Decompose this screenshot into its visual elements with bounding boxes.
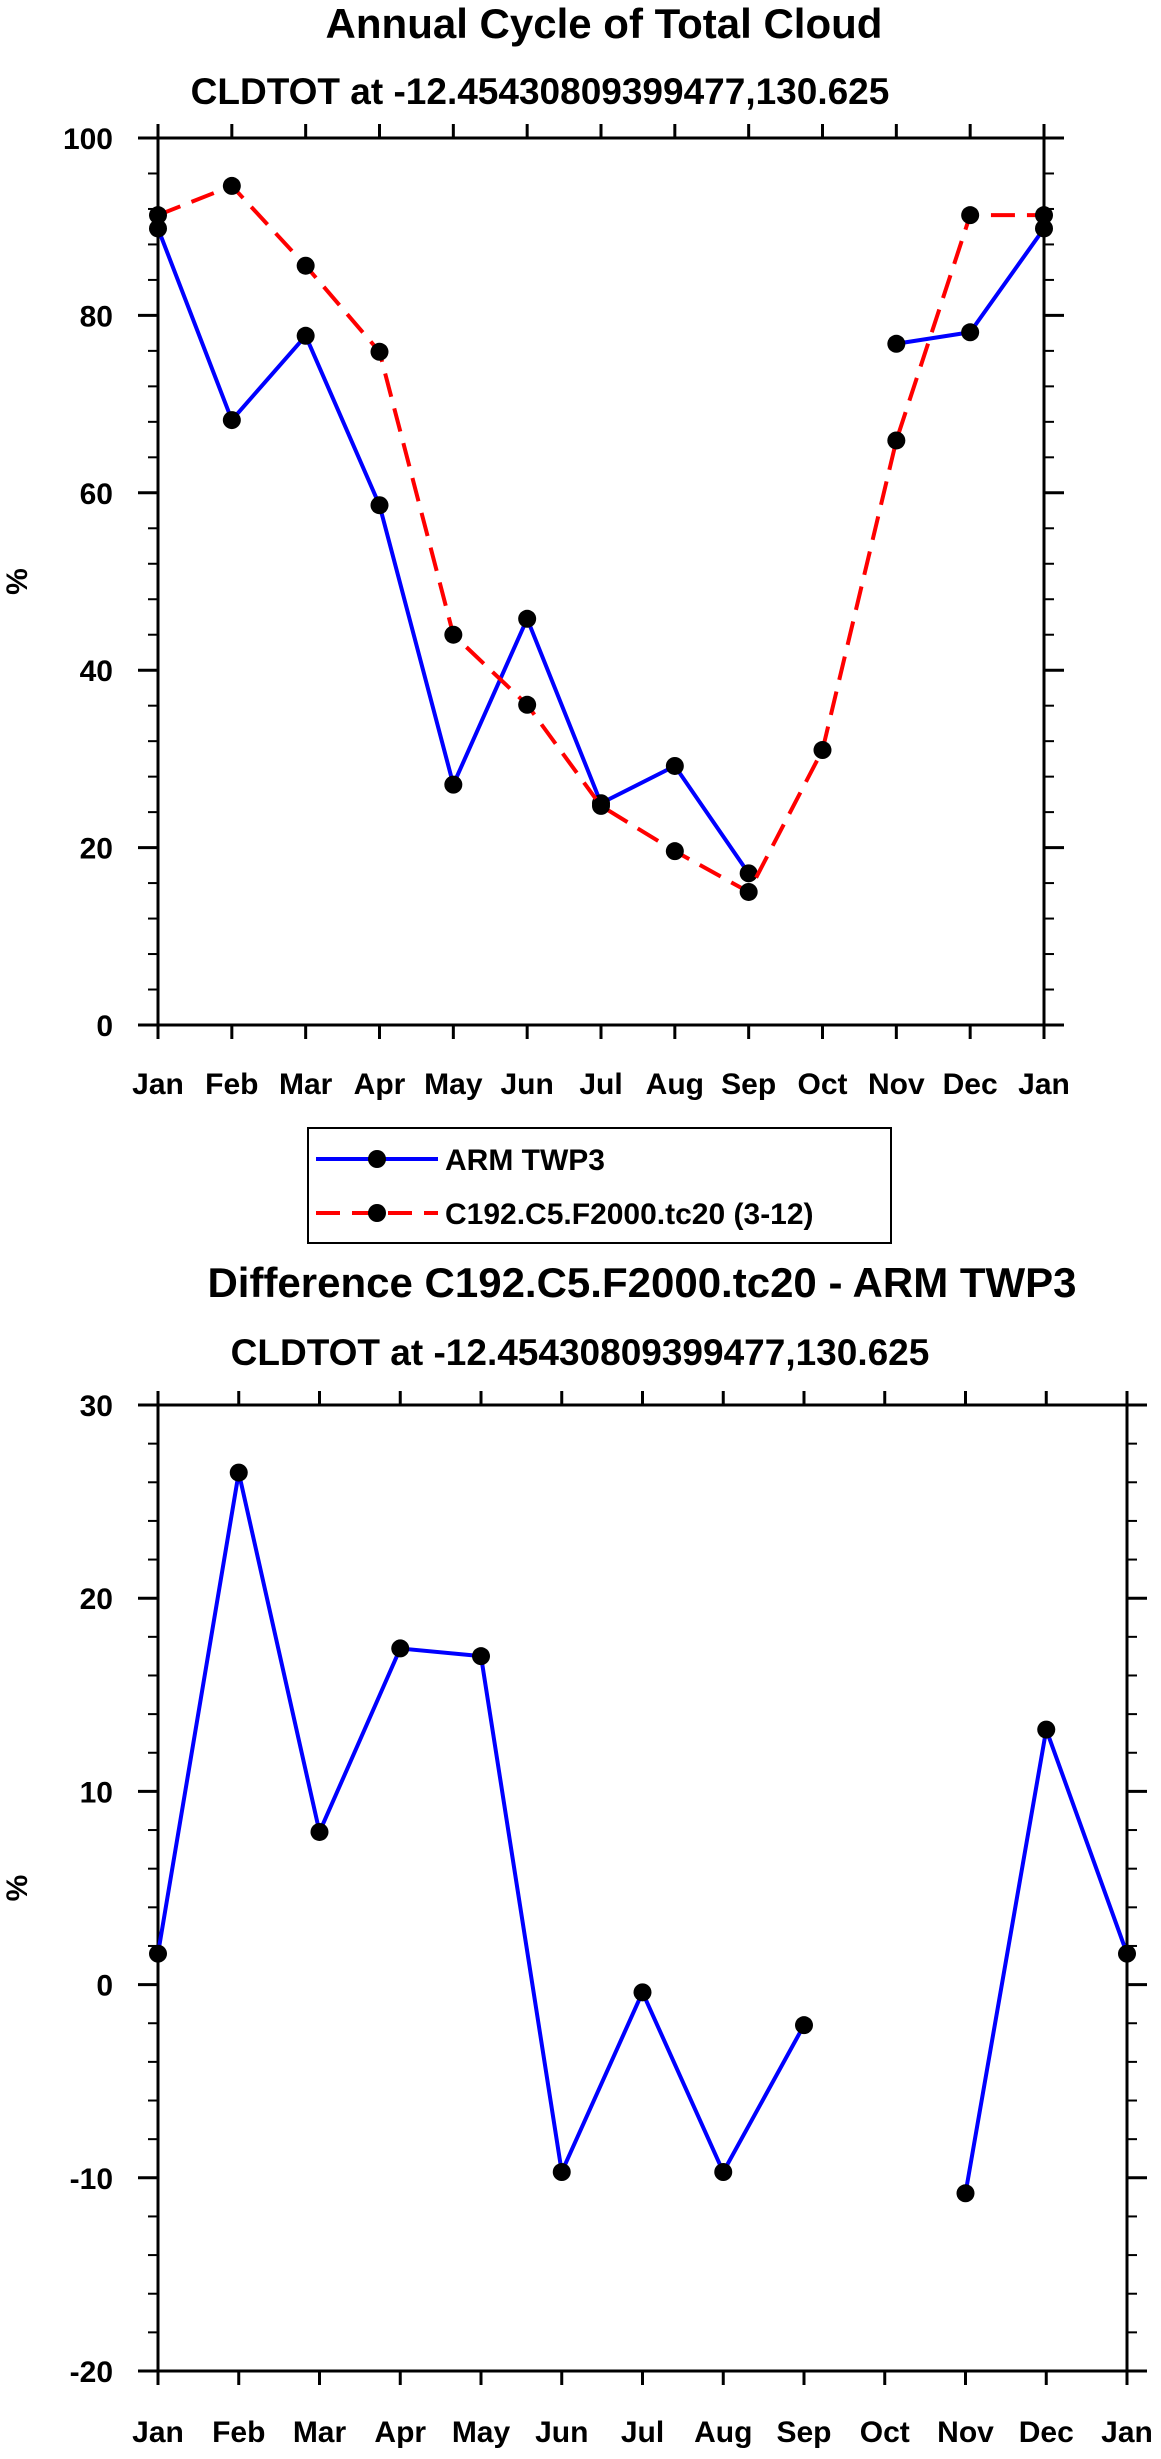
data-point [1037,1720,1056,1739]
data-point [391,1639,410,1658]
plot-frame [156,1403,1129,2373]
x-tick-label: Jul [579,1068,622,1101]
data-point [956,2184,975,2203]
y-tick-label: -10 [70,2163,113,2196]
chart-title: Difference C192.C5.F2000.tc20 - ARM TWP3 [207,1259,1076,1306]
data-point [444,625,463,644]
data-point [739,882,758,901]
data-point [222,176,241,195]
legend: ARM TWP3 C192.C5.F2000.tc20 (3-12) [307,1127,892,1244]
x-tick-label: Feb [205,1068,258,1101]
chart-subtitle: CLDTOT at -12.45430809399477,130.625 [231,1332,930,1373]
x-tick-label: May [452,2416,511,2449]
data-point [296,256,315,275]
legend-marker [368,1204,386,1222]
x-tick-label: May [424,1068,483,1101]
data-point [961,206,980,225]
data-point [592,796,610,815]
x-tick-label: Jun [500,1068,553,1101]
data-point [518,609,537,628]
data-point [961,323,980,342]
legend-box [307,1127,892,1244]
x-tick-label: Sep [721,1068,776,1101]
x-tick-label: Oct [860,2416,910,2449]
data-point [813,741,832,760]
data-point [887,431,906,450]
y-tick-label: 10 [80,1776,113,1809]
x-tick-label: Feb [212,2416,265,2449]
data-point [149,1944,167,1963]
data-point [552,2163,571,2182]
y-tick-label: 20 [80,833,113,866]
series-line-1 [157,183,1044,894]
y-tick-label: 30 [80,1390,113,1423]
y-tick-label: 80 [80,300,113,333]
data-point [887,334,906,353]
data-point [633,1983,652,2002]
x-tick-label: Jan [1018,1068,1070,1101]
x-tick-label: Jan [132,2416,184,2449]
annual-cycle-chart: Annual Cycle of Total Cloud CLDTOT at -12… [1,0,1070,1244]
series-line-0 [963,1727,1129,2194]
data-point [1035,206,1053,225]
x-tick-label: Jan [1101,2416,1153,2449]
data-point [795,2016,813,2035]
x-tick-label: Sep [776,2416,831,2449]
chart-title: Annual Cycle of Total Cloud [326,0,883,47]
y-tick-label: 60 [80,478,113,511]
data-point [1035,219,1053,238]
x-tick-label: Apr [374,2416,426,2449]
x-tick-label: Jan [132,1068,184,1101]
y-tick-label: 0 [96,1970,113,2003]
data-point [296,326,315,345]
data-point [665,842,684,861]
x-tick-label: Mar [293,2416,347,2449]
x-tick-label: Nov [868,1068,925,1101]
data-point [739,864,758,883]
y-tick-label: 20 [80,1583,113,1616]
data-point [1118,1944,1136,1963]
data-point [149,219,167,238]
legend-label: ARM TWP3 [445,1144,605,1177]
plot-frame [156,136,1046,1027]
data-point [472,1647,490,1666]
x-tick-label: Mar [279,1068,333,1101]
x-tick-label: Jun [535,2416,588,2449]
y-axis-label: % [1,568,34,595]
y-tick-label: 40 [80,655,113,688]
x-tick-label: Apr [354,1068,406,1101]
data-point [444,775,463,794]
y-axis-label: % [1,1875,34,1902]
data-point [714,2163,733,2182]
data-point [370,342,389,361]
data-point [149,206,167,225]
data-point [222,411,241,430]
x-tick-label: Dec [1019,2416,1074,2449]
data-point [370,496,389,515]
data-point [310,1822,329,1841]
y-tick-label: -20 [70,2356,113,2389]
difference-chart: Difference C192.C5.F2000.tc20 - ARM TWP3… [1,1259,1153,2449]
data-point [518,695,537,714]
y-tick-label: 0 [96,1010,113,1043]
legend-label: C192.C5.F2000.tc20 (3-12) [445,1198,814,1231]
x-tick-label: Oct [797,1068,847,1101]
legend-marker [368,1150,386,1168]
x-tick-label: Dec [943,1068,998,1101]
x-tick-label: Nov [937,2416,994,2449]
x-tick-label: Jul [621,2416,664,2449]
chart-subtitle: CLDTOT at -12.45430809399477,130.625 [191,71,890,112]
data-point [229,1463,248,1482]
x-tick-label: Aug [694,2416,752,2449]
data-point [665,756,684,775]
x-tick-label: Aug [646,1068,704,1101]
series-line-0 [156,1470,806,2175]
y-tick-label: 100 [63,123,113,156]
